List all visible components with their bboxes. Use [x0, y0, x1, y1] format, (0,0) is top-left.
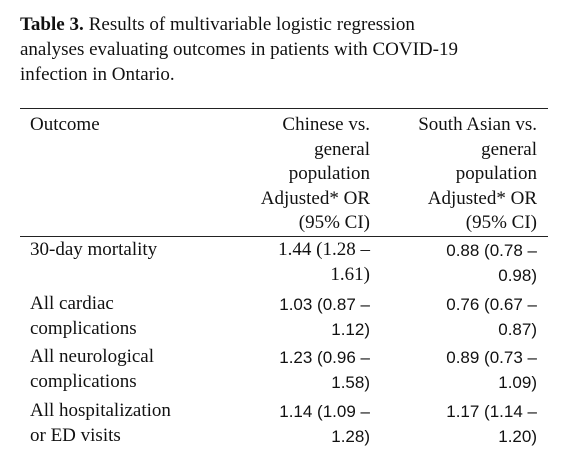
outcome-cell: complications: [30, 371, 137, 392]
value-cell: 1.23 (0.96 –: [279, 348, 370, 367]
outcome-cell: All cardiac: [30, 292, 114, 314]
header-cell: population: [288, 163, 370, 184]
value-cell: 0.98): [498, 266, 537, 285]
header-cell: Outcome: [30, 114, 100, 135]
value-cell: 1.20): [498, 426, 537, 446]
outcome-cell: 30-day mortality: [30, 239, 158, 260]
header-cell: (95% CI): [298, 212, 370, 233]
value-cell: 0.76 (0.67 –: [446, 294, 537, 314]
outcome-cell: complications: [30, 317, 137, 339]
value-cell: 1.09): [498, 373, 537, 392]
outcome-cell: All hospitalization: [30, 399, 171, 421]
value-cell: 0.87): [498, 319, 537, 339]
header-cell: general: [314, 138, 370, 160]
value-cell: 1.17 (1.14 –: [446, 401, 537, 421]
header-cell: South Asian vs.: [418, 114, 537, 135]
top-rule: [20, 108, 548, 109]
value-cell: 1.28): [331, 426, 370, 446]
value-cell: 0.88 (0.78 –: [446, 241, 537, 260]
header-cell: Adjusted* OR: [260, 187, 370, 209]
header-cell: general: [481, 138, 537, 160]
value-cell: 1.12): [331, 319, 370, 339]
caption-line: Results of multivariable logistic regres…: [88, 14, 415, 35]
header-cell: Chinese vs.: [282, 114, 370, 135]
outcome-cell: All neurological: [30, 346, 154, 367]
value-cell: 0.89 (0.73 –: [446, 348, 537, 367]
outcome-cell: or ED visits: [30, 424, 121, 446]
value-cell: 1.14 (1.09 –: [279, 401, 370, 421]
caption-label: Table 3.: [20, 14, 84, 35]
value-cell: 1.61): [330, 264, 370, 285]
caption-line: analyses evaluating outcomes in patients…: [20, 39, 458, 60]
value-cell: 1.58): [331, 373, 370, 392]
caption-line: infection in Ontario.: [20, 64, 175, 85]
header-cell: (95% CI): [465, 212, 537, 233]
value-cell: 1.03 (0.87 –: [279, 294, 370, 314]
header-cell: Adjusted* OR: [427, 187, 537, 209]
header-rule: [20, 236, 548, 237]
header-cell: population: [455, 163, 537, 184]
value-cell: 1.44 (1.28 –: [278, 239, 370, 260]
